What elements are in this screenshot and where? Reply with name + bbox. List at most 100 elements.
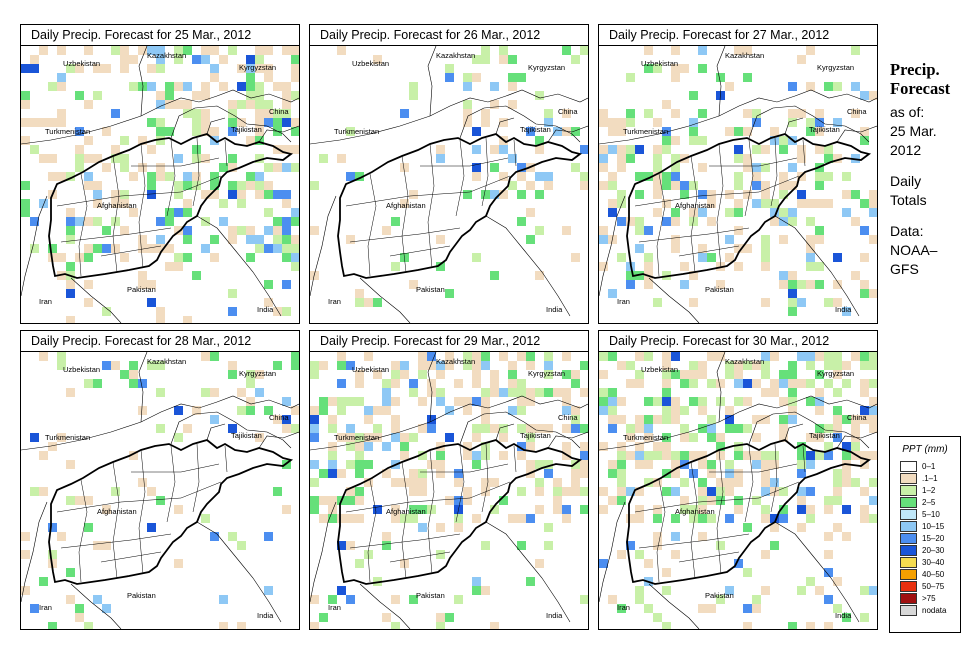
country-label-tajikistan: Tajikistan bbox=[809, 125, 840, 134]
precip-cell bbox=[174, 433, 183, 442]
data-source-line1: Data: bbox=[890, 223, 924, 239]
precip-cell bbox=[698, 163, 707, 172]
precip-cell bbox=[291, 253, 299, 262]
precip-cell bbox=[860, 613, 869, 622]
precip-cell bbox=[156, 217, 165, 226]
info-heading-line1: Precip. bbox=[890, 60, 940, 79]
precip-cell bbox=[635, 460, 644, 469]
precip-cell bbox=[129, 55, 138, 64]
precip-cell bbox=[698, 487, 707, 496]
legend-item: 5–10 bbox=[900, 508, 960, 520]
precip-cell bbox=[463, 73, 472, 82]
province-border bbox=[56, 175, 222, 207]
precip-cell bbox=[210, 388, 219, 397]
province-border bbox=[345, 481, 511, 513]
precip-cell bbox=[445, 64, 454, 73]
precip-cell bbox=[310, 595, 319, 604]
precip-cell bbox=[490, 505, 499, 514]
precip-cell bbox=[770, 199, 779, 208]
precip-cell bbox=[815, 226, 824, 235]
precip-cell bbox=[599, 145, 608, 154]
precip-cell bbox=[761, 514, 770, 523]
precip-cell bbox=[635, 424, 644, 433]
precip-cell bbox=[490, 145, 499, 154]
precip-cell bbox=[860, 253, 869, 262]
precip-cell bbox=[93, 379, 102, 388]
precip-cell bbox=[562, 397, 571, 406]
precip-cell bbox=[734, 397, 743, 406]
precip-cell bbox=[21, 199, 30, 208]
precip-cell bbox=[391, 478, 400, 487]
precip-cell bbox=[21, 550, 30, 559]
precip-cell bbox=[698, 478, 707, 487]
precip-cell bbox=[743, 190, 752, 199]
precip-cell bbox=[57, 352, 66, 361]
precip-cell bbox=[463, 109, 472, 118]
precip-cell bbox=[355, 397, 364, 406]
precip-cell bbox=[608, 118, 617, 127]
map-svg: UzbekistanKazakhstanKyrgyzstanChinaTurkm… bbox=[599, 46, 877, 323]
precip-cell bbox=[382, 613, 391, 622]
precip-cell bbox=[66, 316, 75, 323]
precip-cell bbox=[102, 64, 111, 73]
precip-cell bbox=[21, 64, 30, 73]
precip-cell bbox=[84, 280, 93, 289]
precip-cell bbox=[264, 163, 273, 172]
province-border bbox=[709, 463, 798, 473]
precip-cell bbox=[671, 172, 680, 181]
precip-cell bbox=[797, 586, 806, 595]
precip-cell bbox=[409, 379, 418, 388]
precip-cell bbox=[833, 406, 842, 415]
precip-cell bbox=[671, 406, 680, 415]
precip-cell bbox=[355, 496, 364, 505]
precip-cell bbox=[662, 487, 671, 496]
country-border bbox=[716, 352, 726, 423]
precip-cell bbox=[752, 199, 761, 208]
precip-cell bbox=[246, 82, 255, 91]
precip-cell bbox=[571, 424, 580, 433]
precip-cell bbox=[409, 514, 418, 523]
precip-cell bbox=[228, 226, 237, 235]
precip-cell bbox=[635, 415, 644, 424]
country-border bbox=[359, 277, 411, 323]
precip-cell bbox=[355, 379, 364, 388]
precip-cell bbox=[183, 424, 192, 433]
precip-cell bbox=[571, 370, 580, 379]
precip-cell bbox=[66, 568, 75, 577]
precip-cell bbox=[291, 73, 299, 82]
legend-swatch bbox=[900, 568, 917, 580]
precip-cell bbox=[418, 370, 427, 379]
precip-cell bbox=[156, 307, 165, 316]
precip-cell bbox=[48, 622, 57, 629]
precip-cell bbox=[806, 514, 815, 523]
precip-cell bbox=[264, 532, 273, 541]
precip-cell bbox=[120, 136, 129, 145]
precip-cell bbox=[725, 370, 734, 379]
precip-cell bbox=[617, 190, 626, 199]
precip-cell bbox=[626, 541, 635, 550]
precip-cell bbox=[653, 118, 662, 127]
precip-cell bbox=[273, 226, 282, 235]
precip-cell bbox=[400, 451, 409, 460]
precip-cell bbox=[237, 118, 246, 127]
legend-item: 20–30 bbox=[900, 544, 960, 556]
precip-cell bbox=[472, 172, 481, 181]
country-border bbox=[485, 215, 571, 317]
precip-cell bbox=[508, 388, 517, 397]
precip-cell bbox=[806, 253, 815, 262]
precip-cell bbox=[571, 469, 580, 478]
precip-cell bbox=[346, 361, 355, 370]
precip-cell bbox=[580, 424, 588, 433]
precip-cell bbox=[39, 451, 48, 460]
precip-cell bbox=[210, 64, 219, 73]
country-border bbox=[547, 125, 588, 143]
precip-cell bbox=[779, 136, 788, 145]
country-label-iran: Iran bbox=[328, 297, 341, 306]
country-label-kyrgyzstan: Kyrgyzstan bbox=[817, 63, 854, 72]
precip-cell bbox=[201, 217, 210, 226]
data-source-line2: NOAA– bbox=[890, 242, 938, 258]
precip-cell bbox=[734, 442, 743, 451]
precip-cell bbox=[445, 361, 454, 370]
precip-cell bbox=[391, 379, 400, 388]
legend-item: >75 bbox=[900, 592, 960, 604]
